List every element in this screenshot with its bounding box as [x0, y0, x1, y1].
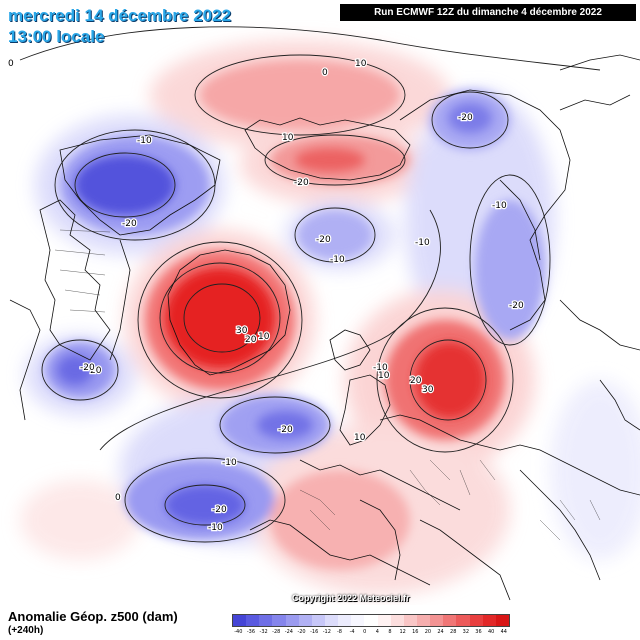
legend-swatch [233, 615, 247, 626]
legend-tick-label: -20 [297, 629, 306, 635]
legend-swatch [311, 615, 325, 626]
contour-label: 20 [90, 366, 102, 376]
contour-lines [19, 26, 601, 543]
graticule-borders [54, 229, 601, 541]
legend-swatch [259, 615, 273, 626]
legend-tick-label: 44 [500, 629, 507, 635]
contour-label: -20 [316, 235, 331, 245]
legend-tick-label: -36 [246, 629, 256, 635]
legend-tick-label: -40 [234, 629, 243, 635]
legend-swatch [298, 615, 312, 626]
run-info-text: Run ECMWF 12Z du dimanche 4 décembre 202… [374, 7, 602, 18]
contour-label: 30 [422, 385, 434, 395]
contour-label: -10 [137, 136, 152, 146]
legend-tick-label: 4 [375, 629, 379, 635]
legend-tick-label: 36 [475, 629, 482, 635]
legend-swatch [443, 615, 457, 626]
contour-label: 0 [322, 68, 328, 78]
legend-swatch [495, 615, 509, 626]
legend-tick-label: -32 [259, 629, 268, 635]
contour-label: -10 [222, 458, 237, 468]
contour-label: -10 [415, 238, 430, 248]
contour-label: 10 [354, 433, 366, 443]
legend-swatch [272, 615, 286, 626]
contour-label: -10 [208, 523, 223, 533]
lead-time: (+240h) [8, 625, 44, 636]
forecast-date: mercredi 14 décembre 2022 [8, 6, 232, 25]
legend-tick-label: 32 [462, 629, 470, 635]
contour-label: 10 [258, 332, 270, 342]
contour-label: -20 [509, 301, 524, 311]
legend-tick-label: 0 [363, 629, 367, 635]
contour-label: -10 [373, 363, 388, 373]
legend-tick-label: -4 [349, 629, 355, 635]
color-legend: -40 -36 -32 -28 -24 -20 -16 -12 -8 -4 0 4 8 12 16 20 24 2… [232, 614, 510, 635]
legend-tick-label: -28 [272, 629, 281, 635]
contour-label: 0 [8, 59, 14, 69]
contour-label: 30 [236, 326, 248, 336]
contour-labels: 0 10 0 -20 10 -10 -20 -10 -20 -10 -10 -2… [7, 58, 525, 534]
forecast-time: 13:00 locale [8, 27, 105, 46]
legend-swatch [403, 615, 417, 626]
legend-swatch [351, 615, 365, 626]
legend-swatch [324, 615, 339, 626]
legend-swatch [390, 615, 404, 626]
contour-label: 10 [378, 371, 390, 381]
contour-label: -10 [330, 255, 345, 265]
legend-tick-labels: -40 -36 -32 -28 -24 -20 -16 -12 -8 -4 0 4 8 12 16 20 24 2… [232, 629, 510, 635]
contour-label: 0 [115, 493, 121, 503]
contour-label: 10 [355, 59, 367, 69]
contour-label: -20 [278, 425, 293, 435]
anomaly-map: 0 10 0 -20 10 -10 -20 -10 -20 -10 -10 -2… [7, 26, 640, 601]
contour-label: -20 [122, 219, 137, 229]
legend-swatch [338, 615, 352, 626]
contour-label: -20 [80, 363, 95, 373]
legend-tick-label: 8 [388, 629, 392, 635]
legend-swatch [482, 615, 496, 626]
legend-swatch [469, 615, 483, 626]
run-info-banner: Run ECMWF 12Z du dimanche 4 décembre 202… [340, 4, 636, 21]
contour-label: 10 [282, 133, 294, 143]
contour-label: -20 [294, 178, 309, 188]
contour-label: 20 [245, 335, 257, 345]
contour-label: -20 [212, 505, 227, 515]
legend-tick-label: 16 [412, 629, 419, 635]
legend-tick-label: -24 [284, 629, 293, 635]
legend-tick-label: 40 [487, 629, 495, 635]
legend-tick-label: 12 [399, 629, 406, 635]
map-title: Anomalie Géop. z500 (dam) [8, 609, 178, 624]
legend-tick-label: -16 [310, 629, 319, 635]
legend-swatch [377, 615, 391, 626]
legend-tick-label: 20 [424, 629, 432, 635]
legend-swatch [246, 615, 260, 626]
legend-colorbar [232, 614, 510, 627]
legend-swatch [416, 615, 431, 626]
legend-tick-label: -8 [336, 629, 342, 635]
legend-swatch [364, 615, 378, 626]
coastlines [9, 54, 640, 601]
legend-swatch [430, 615, 444, 626]
legend-tick-label: -12 [322, 629, 331, 635]
anomaly-fill-mid [45, 60, 545, 570]
contour-label: 20 [410, 376, 422, 386]
legend-tick-label: 24 [437, 629, 444, 635]
contour-label: -10 [492, 201, 507, 211]
legend-tick-label: 28 [450, 629, 457, 635]
legend-swatch [456, 615, 470, 626]
copyright-text: Copyright 2022 Meteociel.fr [292, 593, 410, 603]
contour-label: -20 [458, 113, 473, 123]
legend-swatch [285, 615, 299, 626]
